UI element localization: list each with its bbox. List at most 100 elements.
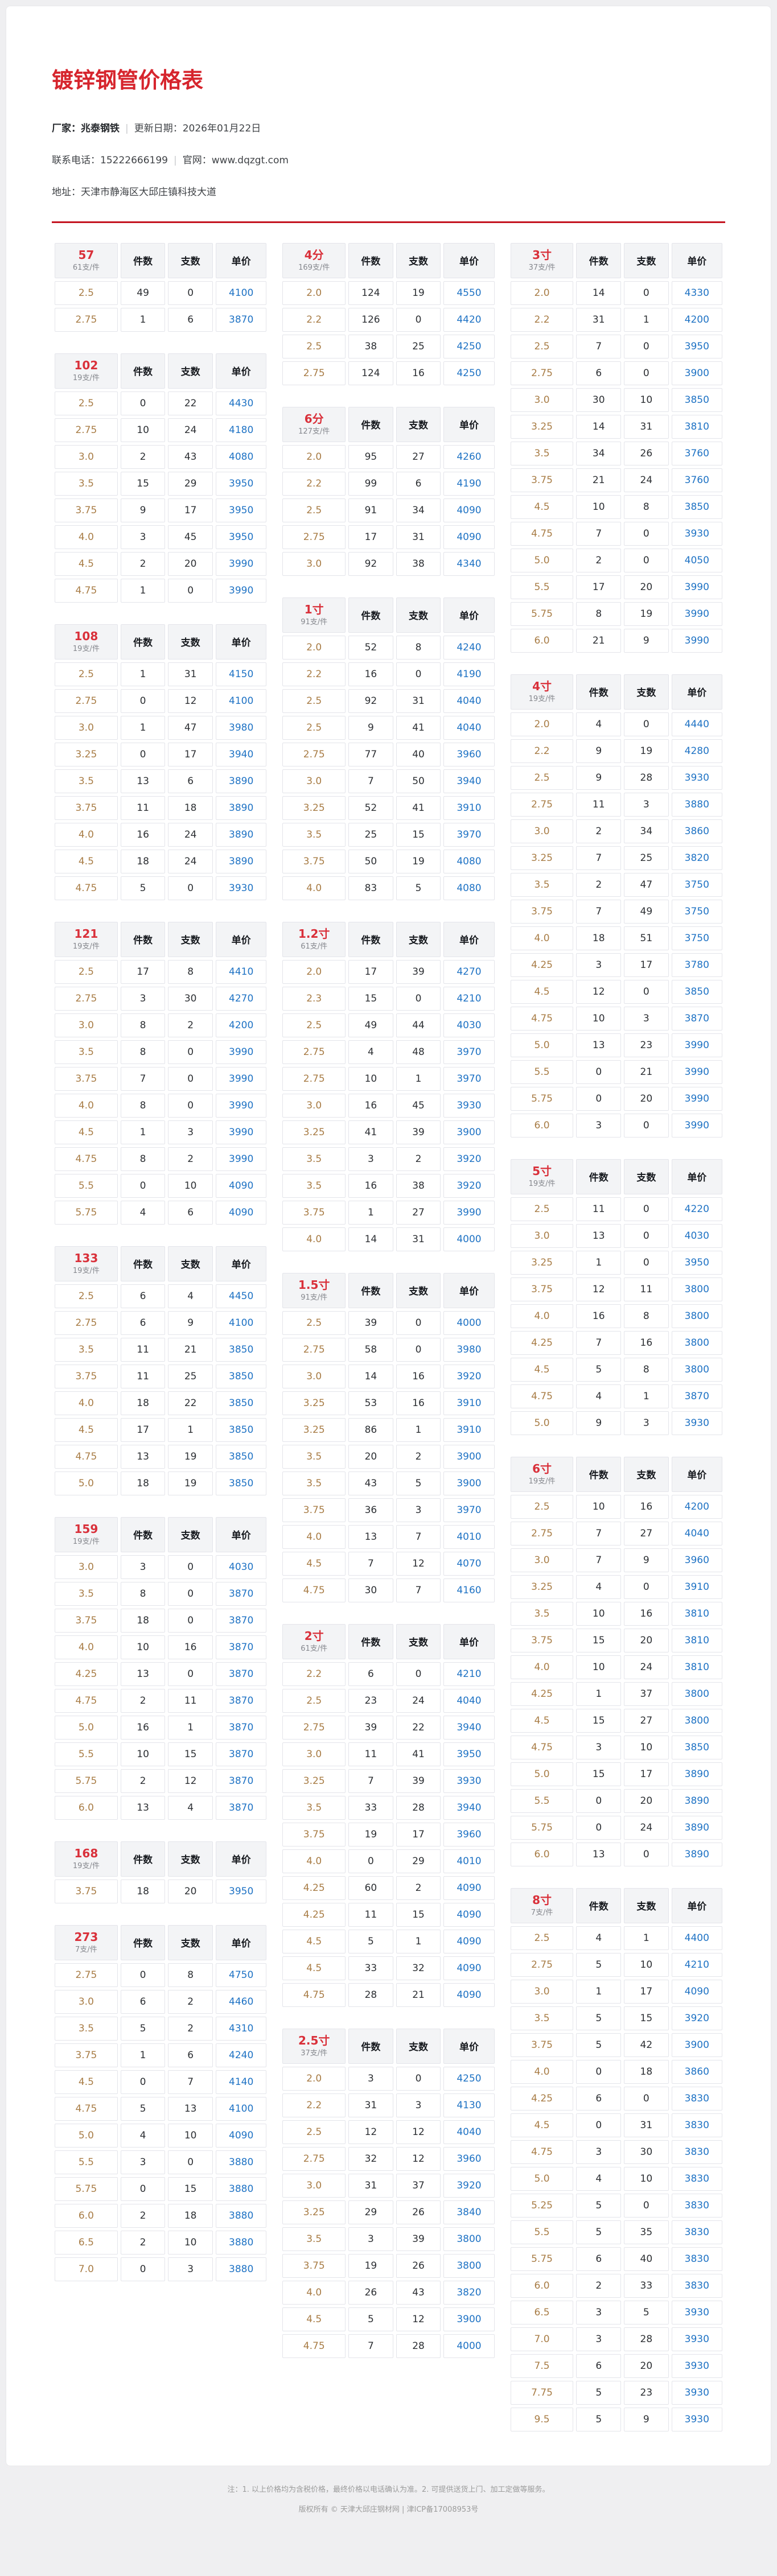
pieces-cell: 8 bbox=[120, 1147, 166, 1171]
spec-cell: 4.0 bbox=[510, 926, 574, 950]
pieces-cell: 58 bbox=[348, 1337, 393, 1362]
pieces-cell: 14 bbox=[576, 281, 622, 305]
pieces-cell: 3 bbox=[120, 1555, 166, 1579]
pieces-cell: 91 bbox=[348, 498, 393, 522]
spec-cell: 4.75 bbox=[55, 1147, 118, 1171]
pieces-cell: 17 bbox=[120, 1417, 166, 1442]
spec-cell: 4.75 bbox=[55, 876, 118, 900]
price-cell: 3940 bbox=[443, 769, 495, 793]
spec-cell: 2.5 bbox=[510, 1197, 574, 1221]
price-cell: 3850 bbox=[215, 1471, 267, 1495]
table-row: 4.75 13 19 3850 bbox=[55, 1444, 267, 1469]
table-row: 4.5 0 7 4140 bbox=[55, 2070, 267, 2094]
pipe-size-label: 273 bbox=[74, 1930, 98, 1944]
spec-cell: 4.25 bbox=[282, 1902, 346, 1927]
branches-cell: 3 bbox=[168, 1120, 213, 1144]
branches-cell: 0 bbox=[396, 662, 441, 686]
branches-cell: 2 bbox=[168, 1147, 213, 1171]
pieces-cell: 0 bbox=[120, 742, 166, 766]
pieces-cell: 16 bbox=[576, 1304, 622, 1328]
spec-cell: 2.75 bbox=[55, 689, 118, 713]
pieces-cell: 92 bbox=[348, 689, 393, 713]
price-cell: 3890 bbox=[215, 796, 267, 820]
price-cell: 3930 bbox=[671, 1411, 722, 1435]
branches-cell: 31 bbox=[396, 689, 441, 713]
branches-cell: 20 bbox=[624, 1788, 669, 1813]
branches-cell: 17 bbox=[624, 1979, 669, 2004]
price-cell: 3830 bbox=[671, 2193, 722, 2218]
price-cell: 3900 bbox=[443, 1120, 495, 1144]
table-row: 2.75 77 40 3960 bbox=[282, 742, 495, 766]
pieces-cell: 0 bbox=[576, 1086, 622, 1111]
pieces-cell: 18 bbox=[120, 849, 166, 873]
pieces-cell: 25 bbox=[348, 822, 393, 847]
pieces-cell: 21 bbox=[576, 468, 622, 492]
price-cell: 3990 bbox=[215, 1066, 267, 1091]
price-cell: 3890 bbox=[671, 1842, 722, 1866]
branches-cell: 9 bbox=[168, 1310, 213, 1335]
branches-cell: 19 bbox=[168, 1471, 213, 1495]
table-row: 2.75 10 24 4180 bbox=[55, 418, 267, 442]
price-cell: 3990 bbox=[671, 1060, 722, 1084]
price-cell: 3870 bbox=[215, 1635, 267, 1659]
table-row: 2.5 39 0 4000 bbox=[282, 1310, 495, 1335]
price-header: 单价 bbox=[443, 2028, 495, 2064]
table-row: 5.5 0 21 3990 bbox=[510, 1060, 722, 1084]
pipe-size-label: 102 bbox=[74, 358, 98, 373]
price-cell: 4010 bbox=[443, 1849, 495, 1873]
price-header: 单价 bbox=[671, 674, 722, 710]
table-row: 5.75 0 20 3990 bbox=[510, 1086, 722, 1111]
spec-cell: 4.5 bbox=[510, 1357, 574, 1382]
table-header-row: 4分 169支/件 件数 支数 单价 bbox=[282, 242, 495, 278]
spec-cell: 3.0 bbox=[55, 444, 118, 469]
price-table-6分: 6分 127支/件 件数 支数 单价 2.0 95 27 4260 2.2 99 6 4190 2.5 91… bbox=[279, 404, 497, 579]
table-row: 2.0 95 27 4260 bbox=[282, 444, 495, 469]
price-cell: 4090 bbox=[443, 1876, 495, 1900]
branches-cell: 12 bbox=[396, 2146, 441, 2171]
branches-cell: 0 bbox=[624, 521, 669, 546]
pieces-cell: 18 bbox=[120, 1391, 166, 1415]
spec-cell: 5.5 bbox=[510, 575, 574, 599]
bundle-spec-label: 61支/件 bbox=[301, 942, 328, 951]
table-row: 3.5 2 47 3750 bbox=[510, 872, 722, 897]
price-header: 单价 bbox=[443, 921, 495, 957]
pieces-cell: 11 bbox=[576, 792, 622, 817]
pipe-size-label: 6寸 bbox=[532, 1462, 552, 1476]
spec-cell: 2.75 bbox=[282, 525, 346, 549]
branches-cell: 34 bbox=[396, 498, 441, 522]
spec-cell: 4.5 bbox=[55, 551, 118, 576]
branches-cell: 0 bbox=[168, 281, 213, 305]
spec-cell: 3.0 bbox=[282, 2173, 346, 2198]
pieces-cell: 14 bbox=[348, 1227, 393, 1251]
pieces-cell: 3 bbox=[348, 2227, 393, 2251]
table-row: 4.0 13 7 4010 bbox=[282, 1524, 495, 1549]
table-row: 2.5 9 41 4040 bbox=[282, 715, 495, 740]
spec-cell: 3.75 bbox=[510, 2033, 574, 2057]
table-header-row: 4寸 19支/件 件数 支数 单价 bbox=[510, 674, 722, 710]
table-row: 3.75 7 0 3990 bbox=[55, 1066, 267, 1091]
branches-cell: 6 bbox=[168, 2043, 213, 2067]
branches-cell: 3 bbox=[396, 1498, 441, 1522]
price-cell: 3880 bbox=[215, 2150, 267, 2174]
table-row: 2.2 99 6 4190 bbox=[282, 471, 495, 496]
pieces-cell: 0 bbox=[576, 2059, 622, 2084]
spec-cell: 6.5 bbox=[55, 2230, 118, 2254]
table-row: 4.75 5 0 3930 bbox=[55, 876, 267, 900]
spec-cell: 3.5 bbox=[510, 2006, 574, 2030]
price-cell: 4100 bbox=[215, 2096, 267, 2121]
size-header-cell: 57 61支/件 bbox=[55, 242, 118, 278]
table-row: 3.25 41 39 3900 bbox=[282, 1120, 495, 1144]
pieces-cell: 12 bbox=[576, 1277, 622, 1301]
spec-cell: 2.5 bbox=[55, 959, 118, 984]
table-row: 4.25 60 2 4090 bbox=[282, 1876, 495, 1900]
price-cell: 4210 bbox=[443, 986, 495, 1011]
price-cell: 4250 bbox=[443, 334, 495, 358]
pieces-cell: 2 bbox=[120, 1688, 166, 1713]
spec-cell: 2.75 bbox=[510, 792, 574, 817]
price-cell: 4040 bbox=[443, 1688, 495, 1713]
updated-label: 更新日期： bbox=[134, 122, 183, 134]
pieces-header: 件数 bbox=[576, 1456, 622, 1492]
price-cell: 3950 bbox=[215, 1879, 267, 1903]
spec-cell: 2.0 bbox=[510, 712, 574, 736]
branches-cell: 1 bbox=[624, 1384, 669, 1408]
